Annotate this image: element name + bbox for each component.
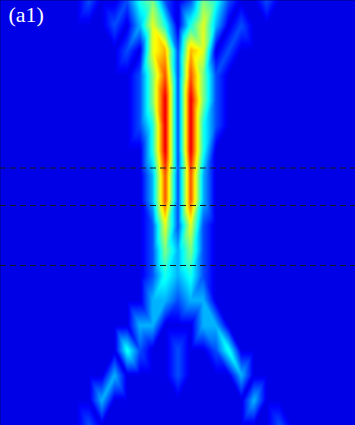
svg-text:(a1): (a1) <box>9 2 44 27</box>
